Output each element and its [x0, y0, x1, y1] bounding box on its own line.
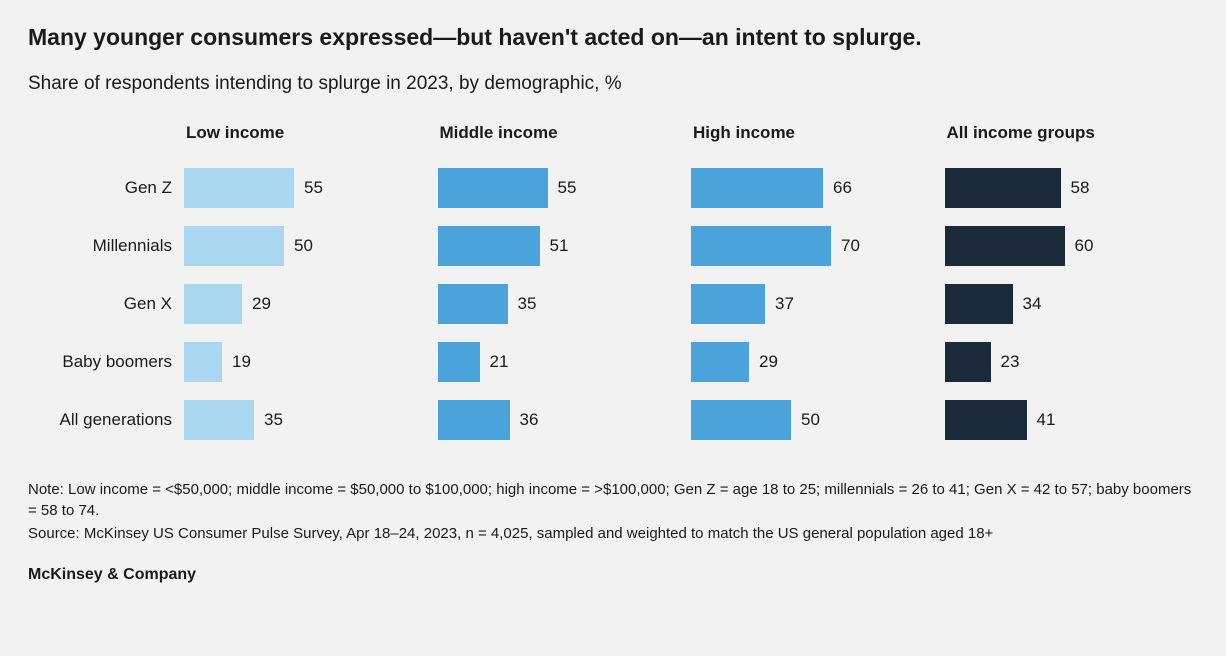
bar-value-label: 58 [1071, 178, 1090, 198]
bar-value-label: 60 [1075, 236, 1094, 256]
bar-value-label: 21 [490, 352, 509, 372]
bar-row: 35 [438, 275, 672, 333]
bar-value-label: 55 [304, 178, 323, 198]
bar-value-label: 29 [252, 294, 271, 314]
bar-value-label: 29 [759, 352, 778, 372]
bar-row: 50 [691, 391, 925, 449]
column-header: All income groups [945, 123, 1179, 159]
bar-row: 29 [691, 333, 925, 391]
bar-value-label: 35 [264, 410, 283, 430]
bar-row: 70 [691, 217, 925, 275]
bar-value-label: 19 [232, 352, 251, 372]
chart-subtitle: Share of respondents intending to splurg… [28, 73, 1198, 95]
bar-row: 60 [945, 217, 1179, 275]
brand-label: McKinsey & Company [28, 566, 1198, 584]
bar-row: 55 [184, 159, 418, 217]
bar [438, 400, 510, 440]
source-text: Source: McKinsey US Consumer Pulse Surve… [28, 523, 1198, 544]
bar [945, 342, 991, 382]
chart-title: Many younger consumers expressed—but hav… [28, 24, 1198, 51]
bar [438, 168, 548, 208]
bar-row: 34 [945, 275, 1179, 333]
bar-row: 66 [691, 159, 925, 217]
bar [691, 284, 765, 324]
bar [184, 284, 242, 324]
chart-area: Gen ZMillennialsGen XBaby boomersAll gen… [28, 123, 1198, 449]
bar [691, 342, 749, 382]
bar [691, 168, 823, 208]
bar-value-label: 55 [558, 178, 577, 198]
bar-row: 36 [438, 391, 672, 449]
chart-column: Middle income 55 51 35 21 36 [438, 123, 692, 449]
chart-column: Low income 55 50 29 19 35 [184, 123, 438, 449]
bar-row: 35 [184, 391, 418, 449]
bar [438, 226, 540, 266]
bar-row: 41 [945, 391, 1179, 449]
bar-value-label: 66 [833, 178, 852, 198]
bar [184, 400, 254, 440]
chart-column: High income 66 70 37 29 50 [691, 123, 945, 449]
bar [184, 226, 284, 266]
bar-row: 21 [438, 333, 672, 391]
row-label: Gen X [28, 275, 184, 333]
bar-row: 19 [184, 333, 418, 391]
chart-column: All income groups 58 60 34 23 41 [945, 123, 1199, 449]
bar-row: 29 [184, 275, 418, 333]
chart-columns: Low income 55 50 29 19 35 Middle income 55 51 35 2… [184, 123, 1198, 449]
bar-value-label: 36 [520, 410, 539, 430]
bar-row: 58 [945, 159, 1179, 217]
bar-row: 55 [438, 159, 672, 217]
bar-row: 23 [945, 333, 1179, 391]
bar-row: 37 [691, 275, 925, 333]
bar [184, 342, 222, 382]
bar-value-label: 70 [841, 236, 860, 256]
column-header: Middle income [438, 123, 672, 159]
row-label: Millennials [28, 217, 184, 275]
bar-value-label: 23 [1001, 352, 1020, 372]
bar [691, 226, 831, 266]
bar [945, 400, 1027, 440]
row-label: All generations [28, 391, 184, 449]
bar-value-label: 50 [294, 236, 313, 256]
bar [691, 400, 791, 440]
note-text: Note: Low income = <$50,000; middle inco… [28, 479, 1198, 521]
bar [184, 168, 294, 208]
row-label: Baby boomers [28, 333, 184, 391]
bar [945, 226, 1065, 266]
bar [438, 284, 508, 324]
bar-value-label: 51 [550, 236, 569, 256]
bar-value-label: 35 [518, 294, 537, 314]
bar-value-label: 37 [775, 294, 794, 314]
column-header: High income [691, 123, 925, 159]
bar [438, 342, 480, 382]
bar [945, 168, 1061, 208]
row-labels: Gen ZMillennialsGen XBaby boomersAll gen… [28, 123, 184, 449]
bar-value-label: 41 [1037, 410, 1056, 430]
bar-row: 50 [184, 217, 418, 275]
bar [945, 284, 1013, 324]
bar-value-label: 34 [1023, 294, 1042, 314]
row-label: Gen Z [28, 159, 184, 217]
column-header: Low income [184, 123, 418, 159]
bar-row: 51 [438, 217, 672, 275]
bar-value-label: 50 [801, 410, 820, 430]
